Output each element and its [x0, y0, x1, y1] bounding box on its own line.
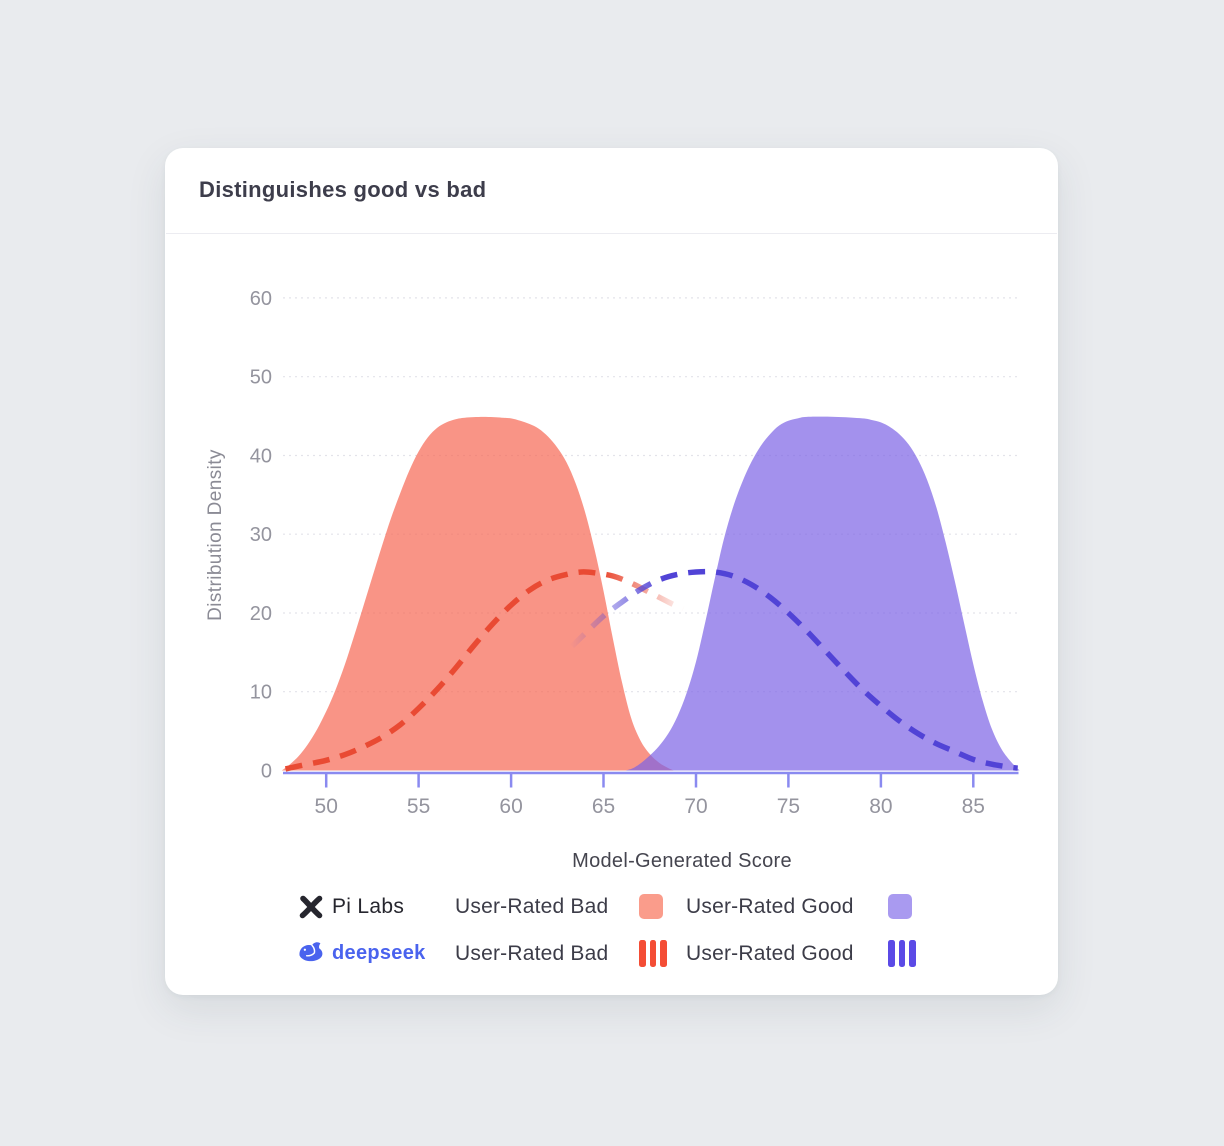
x-tick-label: 80: [869, 795, 892, 818]
y-tick-label: 50: [250, 367, 272, 389]
pi-labs-logo-icon: [299, 895, 323, 919]
pi-labs-brand-text: Pi Labs: [332, 895, 405, 918]
y-tick-label: 60: [250, 288, 272, 310]
y-tick-label: 10: [250, 682, 272, 704]
x-tick-label: 50: [315, 795, 338, 818]
density-dashed-line-2: [284, 569, 685, 772]
legend-swatch-deepseek-good: [888, 940, 916, 967]
y-axis-title: Distribution Density: [205, 449, 226, 621]
dash-bar: [898, 940, 905, 967]
density-area-1: [625, 416, 1020, 771]
density-area-0: [281, 416, 674, 771]
x-tick-label: 55: [407, 795, 430, 818]
y-tick-label: 40: [250, 446, 272, 468]
dash-bar: [888, 940, 895, 967]
legend-swatch-deepseek-bad: [639, 940, 667, 967]
legend-label-pilabs-bad: User-Rated Bad: [455, 895, 609, 918]
pi-labs-brand: Pi Labs: [299, 893, 404, 921]
legend-label-pilabs-good: User-Rated Good: [686, 895, 854, 918]
y-tick-label: 30: [250, 524, 272, 546]
legend-swatch-pilabs-bad: [639, 894, 663, 919]
x-tick-label: 75: [777, 795, 800, 818]
dash-bar: [909, 940, 916, 967]
x-tick-label: 70: [684, 795, 707, 818]
deepseek-logo-icon: [299, 942, 323, 962]
dash-bar: [660, 940, 667, 967]
density-dashed-line-3: [570, 568, 1018, 771]
x-tick-label: 65: [592, 795, 615, 818]
legend-swatch-pilabs-good: [888, 894, 912, 919]
card-title: Distinguishes good vs bad: [199, 177, 487, 202]
deepseek-brand: deepseek: [297, 939, 426, 968]
legend-label-deepseek-good: User-Rated Good: [686, 942, 854, 965]
y-tick-label: 20: [250, 603, 272, 625]
x-tick-label: 85: [962, 795, 985, 818]
y-tick-label: 0: [261, 761, 272, 783]
dash-bar: [649, 940, 656, 967]
deepseek-brand-text: deepseek: [332, 942, 426, 964]
dash-bar: [639, 940, 646, 967]
legend-label-deepseek-bad: User-Rated Bad: [455, 942, 609, 965]
card-header-divider: [166, 233, 1057, 234]
x-tick-label: 60: [499, 795, 522, 818]
x-axis-title: Model-Generated Score: [572, 850, 792, 872]
